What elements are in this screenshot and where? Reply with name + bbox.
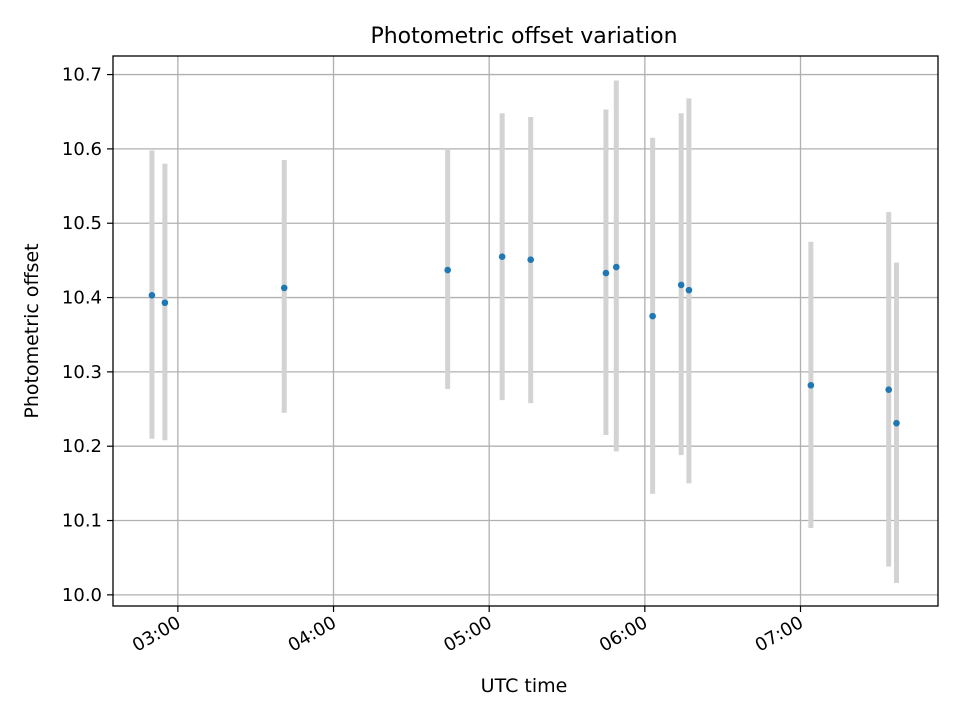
y-tick-label: 10.0	[62, 585, 102, 606]
data-point	[444, 266, 451, 274]
y-tick-label: 10.2	[62, 436, 102, 457]
data-point	[807, 381, 815, 389]
x-axis-label: UTC time	[481, 675, 568, 697]
data-point	[613, 263, 620, 271]
data-point	[148, 292, 156, 299]
data-point	[893, 419, 900, 427]
data-point	[527, 256, 534, 263]
y-axis-label: Photometric offset	[21, 243, 43, 418]
data-point	[498, 253, 506, 260]
chart-title: Photometric offset variation	[370, 24, 677, 49]
data-point	[649, 312, 656, 320]
y-tick-label: 10.1	[62, 511, 102, 532]
plot-frame	[112, 55, 939, 607]
y-tick-label: 10.5	[62, 213, 102, 234]
y-tick-label: 10.3	[62, 362, 102, 383]
data-point	[161, 299, 169, 307]
data-point	[885, 386, 893, 394]
y-tick-label: 10.6	[62, 139, 102, 160]
data-point	[602, 269, 610, 277]
data-point	[677, 281, 685, 289]
data-points	[148, 253, 900, 427]
data-point	[685, 286, 693, 294]
grid	[113, 56, 938, 606]
y-tick-label: 10.4	[62, 288, 102, 309]
y-tick-label: 10.7	[62, 65, 102, 86]
data-point	[280, 284, 288, 292]
